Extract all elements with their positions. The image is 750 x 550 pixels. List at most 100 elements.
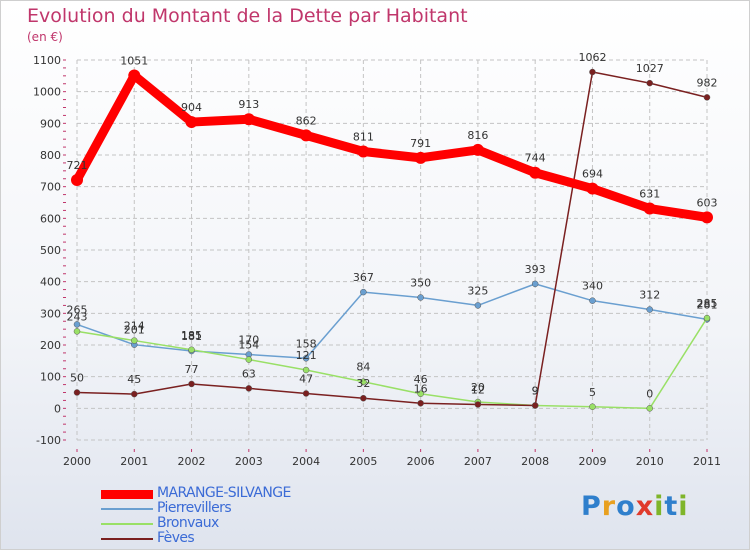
data-label: 1027: [636, 62, 664, 75]
data-point: [300, 129, 313, 142]
x-tick-label: 2008: [521, 455, 549, 468]
grid-layer: [76, 59, 708, 441]
data-point: [646, 79, 653, 87]
data-label: 243: [67, 310, 88, 323]
chart-title: Evolution du Montant de la Dette par Hab…: [27, 5, 468, 27]
data-label: 340: [582, 280, 603, 293]
data-point: [302, 366, 310, 374]
data-label: 77: [185, 363, 199, 376]
data-label: 12: [471, 384, 485, 397]
y-tick-label: 700: [40, 181, 61, 194]
logo-letter: o: [616, 491, 636, 522]
logo-letter: t: [664, 491, 679, 522]
logo-letter: x: [635, 491, 655, 522]
data-label: 154: [238, 339, 259, 352]
data-point: [360, 378, 367, 385]
logo-letter: i: [678, 491, 689, 522]
x-tick-label: 2004: [292, 455, 320, 468]
data-point: [302, 355, 310, 362]
data-label: 63: [242, 367, 256, 380]
data-point: [302, 390, 310, 397]
data-label: 20: [471, 381, 485, 394]
x-tick-label: 2006: [407, 455, 435, 468]
data-point: [529, 166, 542, 179]
x-tick-label: 2001: [120, 455, 148, 468]
data-label: 9: [532, 384, 539, 397]
data-label: 5: [589, 386, 596, 399]
series-line-fèves: [76, 71, 708, 407]
y-tick-label: 300: [40, 307, 61, 320]
y-tick-label: -100: [36, 434, 61, 447]
data-label: 1051: [120, 55, 148, 68]
data-label: 694: [582, 168, 603, 181]
series-line-bronvaux: [76, 317, 708, 410]
data-label: 904: [181, 101, 202, 114]
data-label: 862: [296, 114, 317, 127]
logo-letter: r: [601, 491, 617, 522]
x-tick-label: 2007: [464, 455, 492, 468]
legend-label: MARANGE-SILVANGE: [157, 485, 291, 501]
data-point: [131, 337, 138, 344]
x-tick-label: 2002: [178, 455, 206, 468]
data-label: 45: [127, 373, 141, 386]
data-label: 325: [467, 284, 488, 297]
x-tick-label: 2005: [349, 455, 377, 468]
data-label: 393: [525, 263, 546, 276]
y-tick-label: 400: [40, 276, 61, 289]
x-tick-label: 2011: [693, 455, 721, 468]
legend-label: Pierrevillers: [157, 500, 232, 516]
data-point: [474, 302, 482, 309]
data-point: [417, 294, 424, 301]
data-label: 1062: [578, 51, 606, 64]
data-point: [646, 306, 653, 313]
data-point: [471, 143, 484, 156]
series-line-marange-silvange: [72, 71, 712, 222]
y-tick-label: 200: [40, 339, 61, 352]
data-label: 158: [296, 337, 317, 350]
data-label: 121: [296, 349, 317, 362]
legend-swatch: [101, 489, 153, 499]
y-tick-label: 100: [40, 371, 61, 384]
data-point: [131, 390, 138, 398]
data-label: 312: [639, 289, 660, 302]
data-label: 913: [238, 98, 259, 111]
data-label: 214: [124, 320, 145, 333]
data-label: 744: [525, 152, 546, 165]
x-tick-label: 2003: [235, 455, 263, 468]
data-point: [531, 280, 539, 288]
y-tick-label: 0: [54, 402, 61, 415]
y-tick-label: 500: [40, 244, 61, 257]
data-point: [357, 145, 370, 158]
data-label: 285: [697, 297, 718, 310]
data-point: [185, 116, 198, 129]
x-tick-label: 2010: [636, 455, 664, 468]
data-point: [245, 385, 253, 392]
y-tick-label: 1000: [33, 86, 61, 99]
x-tick-label: 2009: [578, 455, 606, 468]
data-label: 791: [410, 137, 431, 150]
data-point: [73, 321, 81, 328]
data-label: 631: [639, 188, 660, 201]
data-label: 84: [356, 361, 370, 374]
series-layer: [71, 68, 713, 412]
chart-subtitle: (en €): [27, 30, 63, 44]
y-tick-label: 800: [40, 149, 61, 162]
data-point: [360, 288, 367, 296]
data-point: [643, 202, 656, 215]
data-point: [531, 402, 539, 409]
data-point: [703, 314, 711, 322]
data-label: 50: [70, 372, 84, 385]
logo-letter: i: [654, 491, 665, 522]
data-point: [417, 400, 424, 407]
legend-label: Fèves: [157, 530, 195, 546]
data-point: [188, 346, 195, 353]
data-point: [128, 69, 141, 82]
data-point: [73, 328, 81, 335]
data-point: [586, 182, 599, 195]
data-label: 47: [299, 372, 313, 385]
data-point: [646, 405, 653, 412]
series-line-pierrevillers: [76, 283, 708, 360]
